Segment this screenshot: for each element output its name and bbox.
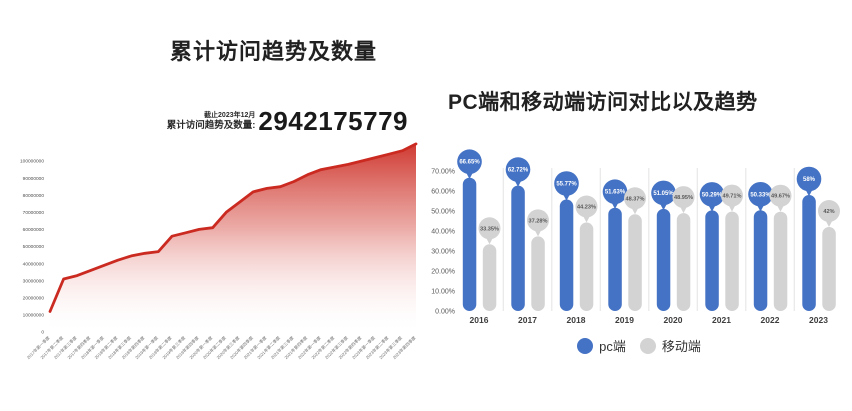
y-axis-tick: 70000000 [23,210,45,216]
value-bubble [602,179,628,204]
y-axis-tick: 0 [41,330,44,336]
value-bubble [699,182,725,207]
cumulative-total-block: 截止2023年12月 累计访问趋势及数量: 2942175779 [167,108,408,134]
pc-legend-icon [577,337,594,354]
bubble-value: 48.95% [674,195,693,201]
year-label: 2017 [518,315,537,325]
percent-axis-tick: 70.00% [431,169,455,176]
bar [628,214,642,311]
bubble-value: 49.67% [771,194,790,200]
year-label: 2021 [712,315,731,325]
bubble-value: 50.33% [750,192,771,198]
year-label: 2016 [470,315,489,325]
legend-item-mobile: 移动端 [639,336,701,355]
value-bubble [624,187,646,210]
year-label: 2022 [761,315,780,325]
x-axis-tick: 2023年第四季度 [391,334,418,361]
value-bubble [554,171,579,196]
year-label: 2023 [809,315,828,325]
y-axis-tick: 50000000 [23,244,45,250]
left-chart-title: 累计访问趋势及数量 [170,39,378,64]
year-label: 2018 [567,315,586,325]
pc-mobile-panel: PC端和移动端访问对比以及趋势 0.00% 10.00% 20.00% 30.00% 4… [426,0,852,411]
total-visits-label: 累计访问趋势及数量: [166,120,256,131]
bar-chart: 0.00% 10.00% 20.00% 30.00% 40.00% 50.00% 60.00… [431,149,840,325]
bubble-value: 42% [823,209,834,215]
pc-legend-label: pc端 [599,339,626,354]
year-label: 2019 [615,315,634,325]
bubble-value: 62.72% [508,168,529,174]
value-bubble [748,182,773,207]
bar [753,210,768,311]
value-bubble [769,184,792,207]
bar [559,199,574,311]
bar [773,211,788,311]
bar [511,185,525,311]
right-chart-title: PC端和移动端访问对比以及趋势 [448,91,758,114]
percent-axis-tick: 60.00% [431,189,455,196]
bubble-value: 49.71% [723,194,742,200]
bar [705,210,719,311]
value-bubble [651,180,676,206]
percent-axis-tick: 0.00% [435,309,455,316]
value-bubble [796,166,822,192]
mobile-legend-label: 移动端 [661,339,701,354]
bar [531,236,545,311]
y-axis-tick: 20000000 [23,296,45,302]
percent-axis-tick: 10.00% [431,289,455,296]
y-axis-tick: 10000000 [23,313,45,319]
bubble-value: 55.77% [556,182,577,188]
value-bubble [457,149,482,174]
asof-date-label: 截止2023年12月 [204,112,256,119]
value-bubble [527,209,549,232]
value-bubble [575,195,598,218]
area-chart: 0 10000000 20000000 30000000 40000000 5000000… [20,142,418,361]
bar [676,213,691,311]
area-fill [50,143,416,332]
bubble-value: 58% [803,177,816,183]
value-bubble [505,157,531,182]
year-label: 2020 [664,315,683,325]
bubble-value: 33.35% [480,226,499,232]
y-axis-tick: 80000000 [23,193,45,199]
percent-axis-tick: 20.00% [431,269,455,276]
area-line [48,142,418,313]
value-bubble [818,200,840,222]
bar [482,244,497,311]
bar [725,211,739,311]
bubble-value: 51.63% [605,190,626,196]
y-axis-tick: 60000000 [23,227,45,233]
chart-legend: pc端 移动端 [426,336,852,355]
y-axis-tick: 100000000 [20,159,44,165]
bar [822,227,836,311]
bar [656,208,671,311]
value-bubble [478,217,501,240]
bubble-value: 50.29% [702,192,723,198]
percent-axis-tick: 50.00% [431,209,455,216]
bar [608,207,622,311]
bubble-value: 48.37% [626,196,645,202]
bubble-value: 37.28% [529,218,548,224]
bar [579,222,594,311]
mobile-legend-icon [639,337,656,354]
cumulative-visits-panel: 累计访问趋势及数量 截止2023年12月 累计访问趋势及数量: 29421757… [20,39,418,361]
total-visits-value: 2942175779 [258,106,408,136]
value-bubble [672,186,695,209]
bar [802,195,816,311]
cumulative-total-labels: 截止2023年12月 累计访问趋势及数量: [167,111,256,134]
value-bubble [721,184,743,207]
bubble-value: 44.23% [577,205,596,211]
legend-item-pc: pc端 [577,336,626,355]
y-axis-tick: 40000000 [23,261,45,267]
y-axis-tick: 30000000 [23,278,45,284]
bubble-value: 51.05% [653,191,674,197]
bar [462,177,477,311]
y-axis-tick: 90000000 [23,176,45,182]
bubble-value: 66.65% [459,160,480,166]
percent-axis-tick: 40.00% [431,229,455,236]
percent-axis-tick: 30.00% [431,249,455,256]
